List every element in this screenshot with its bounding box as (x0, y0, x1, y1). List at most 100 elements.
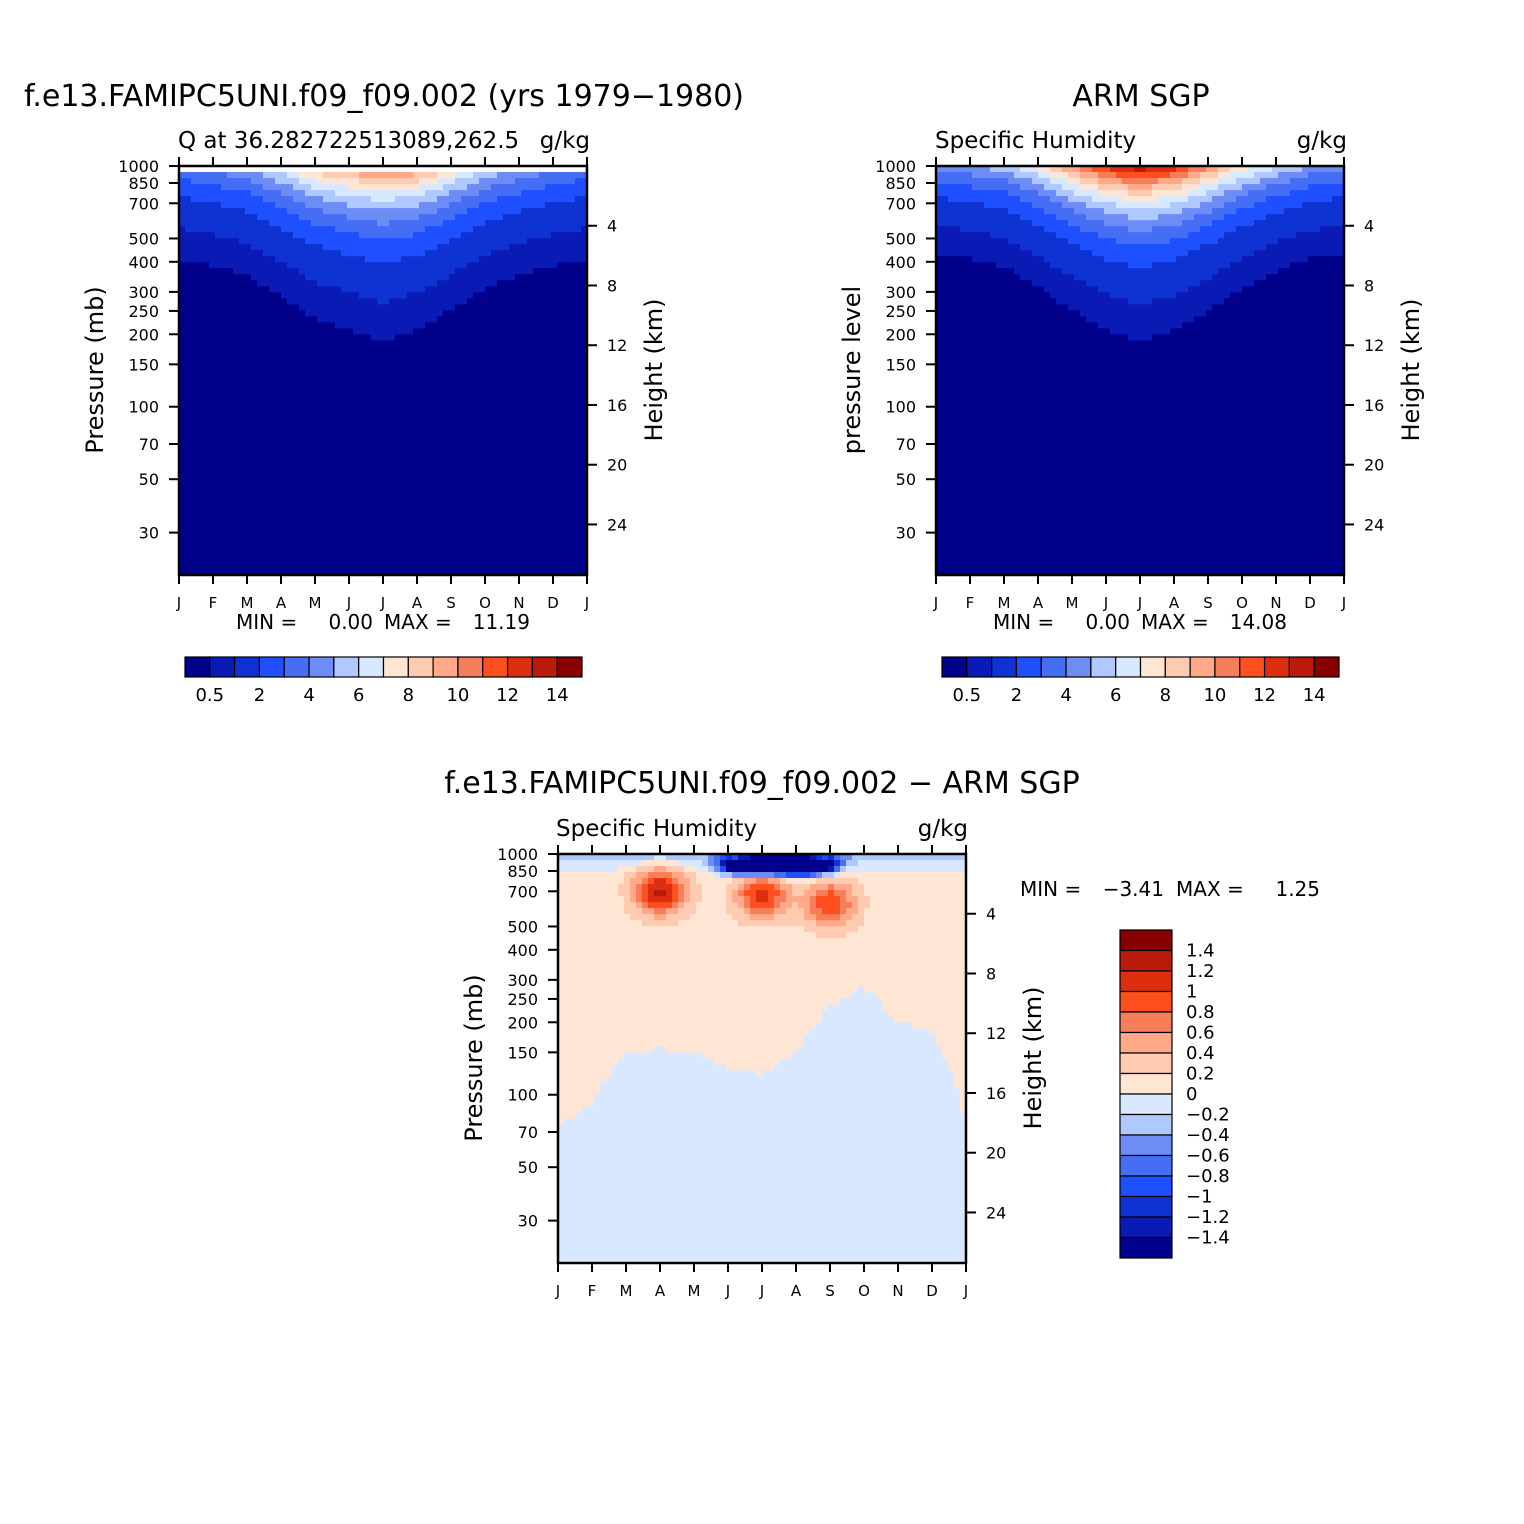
contour-cell (185, 208, 192, 215)
contour-cell (485, 214, 492, 221)
contour-cell (509, 532, 516, 540)
contour-cell (365, 382, 372, 390)
contour-cell (407, 556, 414, 564)
contour-cell (329, 298, 336, 305)
contour-cell (563, 190, 570, 197)
contour-cell (461, 466, 468, 474)
contour-cell (557, 544, 564, 552)
contour-cell (191, 376, 198, 384)
contour-cell (239, 490, 246, 498)
contour-cell (389, 526, 396, 534)
contour-cell (263, 214, 270, 221)
contour-cell (263, 196, 270, 203)
contour-cell (185, 316, 192, 323)
contour-cell (521, 460, 528, 468)
contour-cell (281, 550, 288, 558)
contour-cell (191, 196, 198, 203)
contour-cell (942, 382, 949, 390)
contour-cell (191, 472, 198, 480)
contour-cell (509, 340, 516, 348)
contour-cell (497, 190, 504, 197)
colorbar-label: 4 (303, 685, 314, 706)
contour-cell (197, 394, 204, 402)
contour-cell (365, 244, 372, 251)
contour-cell (347, 178, 354, 185)
contour-cell (539, 556, 546, 564)
contour-cell (443, 406, 450, 414)
contour-cell (305, 388, 312, 396)
contour-cell (473, 430, 480, 438)
contour-cell (575, 436, 582, 444)
right-tick-label: 8 (607, 276, 617, 295)
contour-cell (347, 406, 354, 414)
contour-cell (527, 490, 534, 498)
contour-cell (503, 268, 510, 275)
contour-cell (425, 418, 432, 426)
contour-cell (245, 364, 252, 372)
contour-cell (389, 268, 396, 275)
contour-cell (545, 520, 552, 528)
contour-cell (527, 232, 534, 239)
contour-cell (317, 316, 324, 323)
contour-cell (581, 550, 588, 558)
contour-cell (575, 544, 582, 552)
contour-cell (323, 502, 330, 510)
contour-cell (569, 190, 576, 197)
contour-cell (275, 556, 282, 564)
contour-cell (227, 490, 234, 498)
contour-cell (299, 394, 306, 402)
contour-cell (569, 496, 576, 504)
contour-cell (377, 526, 384, 534)
contour-cell (323, 238, 330, 245)
contour-cell (551, 544, 558, 552)
contour-cell (581, 256, 588, 263)
contour-cell (413, 292, 420, 299)
x-tick-label: J (346, 594, 351, 612)
contour-cell (557, 190, 564, 197)
contour-cell (557, 484, 564, 492)
contour-cell (407, 544, 414, 552)
contour-cell (503, 244, 510, 251)
contour-cell (497, 196, 504, 203)
contour-cell (479, 292, 486, 299)
contour-cell (371, 400, 378, 408)
contour-cell (479, 472, 486, 480)
contour-cell (521, 418, 528, 426)
contour-cell (485, 340, 492, 348)
contour-cell (305, 190, 312, 197)
contour-cell (948, 406, 955, 414)
contour-cell (479, 328, 486, 336)
contour-cell (293, 550, 300, 558)
contour-cell (245, 538, 252, 546)
contour-cell (293, 220, 300, 227)
contour-cell (209, 292, 216, 299)
contour-cell (401, 514, 408, 522)
contour-cell (383, 238, 390, 245)
contour-cell (497, 502, 504, 510)
contour-cell (209, 400, 216, 408)
contour-cell (425, 328, 432, 336)
contour-cell (443, 532, 450, 540)
contour-cell (461, 568, 468, 576)
contour-cell (299, 436, 306, 444)
contour-cell (179, 250, 186, 257)
contour-cell (299, 568, 306, 576)
contour-cell (455, 526, 462, 534)
contour-cell (323, 484, 330, 492)
contour-cell (317, 250, 324, 257)
contour-cell (533, 430, 540, 438)
contour-cell (185, 418, 192, 426)
contour-cell (323, 364, 330, 372)
contour-cell (323, 520, 330, 528)
contour-cell (215, 250, 222, 257)
contour-cell (251, 370, 258, 378)
contour-cell (942, 322, 949, 329)
contour-cell (221, 550, 228, 558)
contour-cell (323, 172, 330, 179)
contour-cell (191, 238, 198, 245)
contour-cell (245, 346, 252, 354)
contour-cell (371, 262, 378, 269)
contour-cell (389, 208, 396, 215)
contour-cell (431, 382, 438, 390)
contour-cell (419, 322, 426, 329)
